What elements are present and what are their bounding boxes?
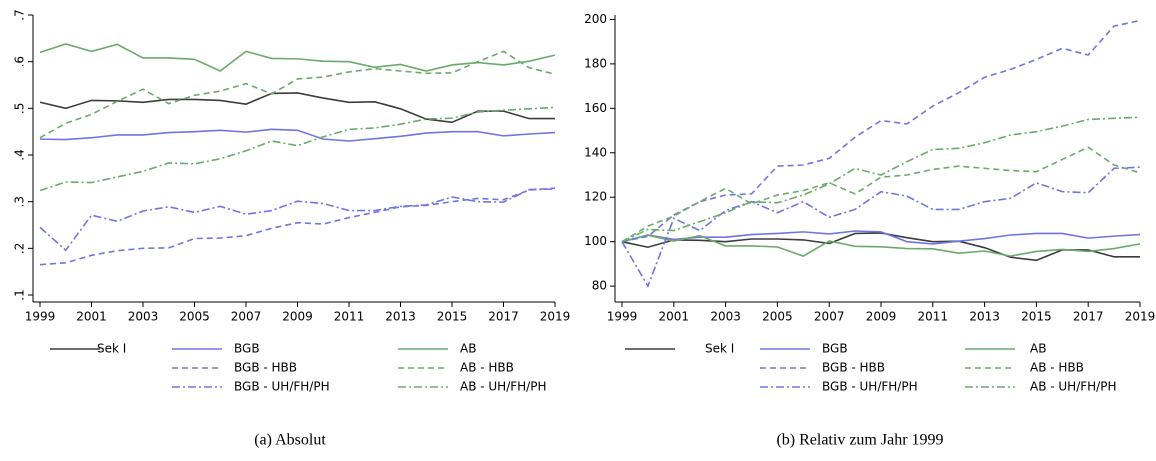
series-line <box>39 92 555 124</box>
y-tick-label: .5 <box>13 103 27 114</box>
legend-label: AB - UH/FH/PH <box>1030 380 1116 394</box>
x-tick-label: 2013 <box>969 310 1000 324</box>
x-tick-label: 2019 <box>540 310 571 324</box>
x-tick-label: 2007 <box>231 310 262 324</box>
x-tick-label: 1999 <box>25 310 56 324</box>
legend-label: AB <box>460 342 476 356</box>
x-tick-label: 2017 <box>1073 310 1104 324</box>
y-tick-label: .4 <box>13 149 27 160</box>
legend-label: BGB - UH/FH/PH <box>234 380 330 394</box>
legend-label: Sek I <box>705 342 734 356</box>
x-tick-label: 2005 <box>179 310 210 324</box>
series-line <box>39 106 556 192</box>
x-tick-label: 2003 <box>710 310 741 324</box>
x-tick-label: 1999 <box>607 310 638 324</box>
series-line <box>621 166 1141 288</box>
x-tick-label: 2015 <box>1021 310 1052 324</box>
x-tick-label: 2003 <box>128 310 159 324</box>
series-line <box>621 234 1141 257</box>
y-tick-label: 200 <box>584 12 607 26</box>
y-tick-label: 80 <box>592 279 607 293</box>
y-tick-label: 140 <box>584 145 607 159</box>
series-line <box>39 188 556 252</box>
x-tick-label: 2015 <box>437 310 468 324</box>
y-tick-label: .7 <box>13 9 27 20</box>
y-tick-label: .3 <box>13 196 27 207</box>
y-tick-label: .6 <box>13 56 27 67</box>
series-line <box>39 128 556 142</box>
legend-label: AB - UH/FH/PH <box>460 380 546 394</box>
legend-label: BGB <box>234 342 260 356</box>
legend-label: AB - HBB <box>460 361 514 375</box>
y-tick-label: .1 <box>13 289 27 300</box>
legend-label: AB - HBB <box>1030 361 1084 375</box>
series-line <box>621 232 1140 262</box>
x-tick-label: 2005 <box>762 310 793 324</box>
caption: (b) Relativ zum Jahr 1999 <box>776 432 943 449</box>
legend-label: AB <box>1030 342 1046 356</box>
legend-label: BGB - HBB <box>234 361 297 375</box>
x-tick-label: 2011 <box>918 310 949 324</box>
series-line <box>621 230 1141 245</box>
legend-label: BGB - HBB <box>822 361 885 375</box>
x-tick-label: 2009 <box>282 310 313 324</box>
series-line <box>621 116 1141 243</box>
y-tick-label: .2 <box>13 243 27 254</box>
x-tick-label: 2001 <box>659 310 690 324</box>
y-tick-label: 100 <box>584 234 607 248</box>
x-tick-label: 2009 <box>866 310 897 324</box>
legend-label: Sek I <box>97 342 126 356</box>
series-line <box>621 146 1141 243</box>
x-tick-label: 2013 <box>385 310 416 324</box>
caption: (a) Absolut <box>254 432 326 449</box>
series-line <box>621 19 1141 243</box>
x-tick-label: 2017 <box>488 310 519 324</box>
legend-label: BGB <box>822 342 848 356</box>
y-tick-label: 180 <box>584 56 607 70</box>
x-tick-label: 2019 <box>1125 310 1156 324</box>
x-tick-label: 2011 <box>334 310 365 324</box>
x-tick-label: 2001 <box>76 310 107 324</box>
legend-label: BGB - UH/FH/PH <box>822 380 918 394</box>
series-line <box>39 43 556 72</box>
series-line <box>39 187 556 266</box>
x-tick-label: 2007 <box>814 310 845 324</box>
y-tick-label: 160 <box>584 101 607 115</box>
y-tick-label: 120 <box>584 190 607 204</box>
series-line <box>39 50 556 139</box>
